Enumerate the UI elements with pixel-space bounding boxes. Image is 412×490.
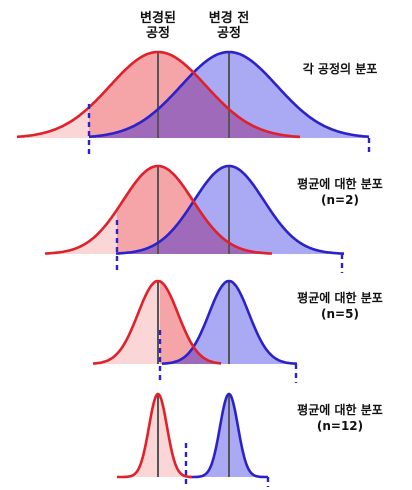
panel-2-overlap-area xyxy=(116,202,272,254)
panel-2-changed-tail-area xyxy=(45,209,117,254)
panel-1-changed-curve xyxy=(17,50,301,139)
before-process-header: 변경 전 공정 xyxy=(189,11,269,41)
panel-2-changed-curve xyxy=(45,164,273,255)
panel-3-label-line2: (n=5) xyxy=(321,307,359,321)
changed-process-header: 변경된 공정 xyxy=(118,11,198,41)
panel-3-before-curve xyxy=(161,279,297,365)
panel-3-changed-area xyxy=(160,281,221,364)
panel-4-before-curve xyxy=(190,392,268,479)
panel-4-label-line1: 평균에 대한 분포 xyxy=(297,403,383,417)
panel-3-label-line1: 평균에 대한 분포 xyxy=(297,291,383,305)
panel-2-before-curve xyxy=(116,164,344,255)
panel-2-label: 평균에 대한 분포 (n=2) xyxy=(275,176,405,208)
changed-header-line2: 공정 xyxy=(146,26,170,41)
panel-3-label: 평균에 대한 분포 (n=5) xyxy=(275,290,405,322)
before-header-line2: 공정 xyxy=(217,26,241,41)
panel-1-before-curve xyxy=(88,50,370,139)
panel-3-changed-curve xyxy=(92,279,222,365)
panel-4-label-line2: (n=12) xyxy=(316,419,364,433)
panel-3-changed-tail-area xyxy=(93,281,160,364)
panel-1-label-line1: 각 공정의 분포 xyxy=(302,62,378,76)
panel-1-changed-tail-area xyxy=(17,107,89,138)
panel-2-label-line1: 평균에 대한 분포 xyxy=(297,177,383,191)
panel-4-changed-tail-area xyxy=(117,394,186,477)
panel-1-label: 각 공정의 분포 xyxy=(275,61,405,77)
panel-4-label: 평균에 대한 분포 (n=12) xyxy=(275,402,405,434)
before-header-line1: 변경 전 xyxy=(208,11,250,26)
panel-2-label-line2: (n=2) xyxy=(321,193,359,207)
panel-4-changed-curve xyxy=(117,392,192,479)
changed-header-line1: 변경된 xyxy=(140,11,176,26)
